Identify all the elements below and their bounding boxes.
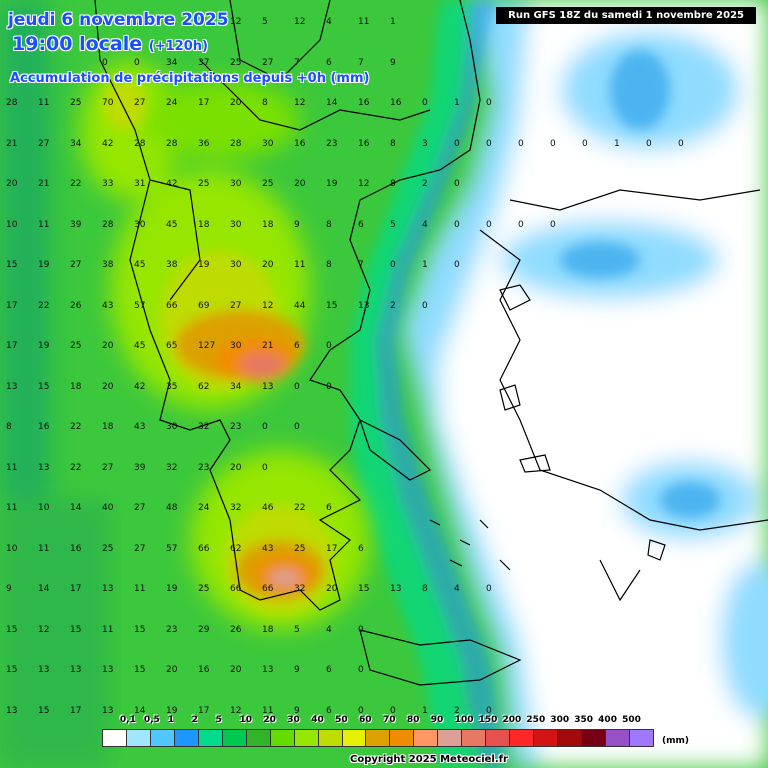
- legend-swatch: [126, 730, 151, 746]
- island-crete: [359, 629, 522, 686]
- legend-swatch: [606, 730, 630, 746]
- run-label: Run GFS 18Z du samedi 1 novembre 2025: [496, 7, 756, 24]
- legend-swatch: [582, 730, 607, 746]
- mainland-coast: [94, 0, 481, 611]
- legend-swatch: [390, 730, 415, 746]
- legend-tick-label: 500: [622, 715, 641, 725]
- forecast-date: jeudi 6 novembre 2025: [8, 10, 229, 30]
- legend-swatch: [103, 730, 127, 746]
- legend-swatch: [318, 730, 343, 746]
- legend-tick-label: 60: [359, 715, 372, 725]
- legend-swatch: [462, 730, 487, 746]
- legend-tick-label: 150: [478, 715, 498, 725]
- legend-tick-label: 70: [382, 715, 396, 725]
- legend-swatch: [270, 730, 295, 746]
- island-rhodes: [647, 539, 666, 561]
- island-lesbos: [499, 284, 531, 311]
- legend-swatch: [534, 730, 559, 746]
- legend-swatch: [438, 730, 463, 746]
- border-north: [199, 59, 431, 131]
- border-balkans: [229, 0, 331, 81]
- legend-tick-label: 0,1: [119, 715, 136, 725]
- dry-zone-white: [440, 0, 768, 768]
- legend-tick-label: 20: [263, 715, 276, 725]
- island-chios: [499, 384, 521, 411]
- forecast-time: 19:00 locale (+120h): [12, 33, 208, 55]
- legend-swatch: [150, 730, 175, 746]
- cyclades: [429, 519, 641, 602]
- legend-tick-label: 30: [287, 715, 300, 725]
- legend-tick-label: 0,5: [143, 715, 160, 725]
- legend-tick-label: 200: [502, 715, 522, 725]
- max-zone-pindus: [240, 353, 284, 377]
- legend-swatch: [294, 730, 319, 746]
- teal-band: [350, 0, 475, 768]
- island-samos: [519, 454, 551, 473]
- legend-tick-label: 10: [239, 715, 252, 725]
- coastal-band: [375, 0, 505, 768]
- max-zone-peloponnese: [269, 570, 301, 586]
- legend-tick-labels: 0,1 0,5 1 2 5 10 20 30 40 50 60 70 80 90 100 150 200 250 3…: [102, 715, 662, 729]
- legend-swatch: [629, 730, 653, 746]
- legend-swatch: [558, 730, 583, 746]
- legend-swatch: [198, 730, 223, 746]
- legend-swatch: [414, 730, 439, 746]
- legend-swatch: [366, 730, 391, 746]
- legend-tick-label: 100: [454, 715, 474, 725]
- map-subtitle: Accumulation de précipitations depuis +0…: [10, 71, 370, 86]
- sw-edge-green: [0, 500, 110, 768]
- legend-tick-label: 350: [574, 715, 594, 725]
- light-precip-east-edge: [720, 560, 768, 720]
- legend-swatch: [174, 730, 199, 746]
- legend-tick-label: 50: [335, 715, 348, 725]
- moderate-precip-ne: [610, 50, 670, 130]
- heavy-zone-north: [140, 80, 300, 160]
- moderate-precip-anatolia: [560, 242, 640, 278]
- coast-turkey: [479, 189, 768, 531]
- legend-tick-label: 300: [550, 715, 570, 725]
- forecast-time-label: 19:00 locale: [12, 33, 143, 55]
- legend-swatch: [342, 730, 367, 746]
- legend-tick-label: 40: [311, 715, 324, 725]
- legend-color-bar: [102, 729, 654, 747]
- border-albania: [149, 179, 201, 301]
- island-euboea: [358, 418, 432, 481]
- legend-swatch: [486, 730, 511, 746]
- copyright-text: Copyright 2025 Meteociel.fr: [350, 754, 508, 765]
- color-legend: 0,1 0,5 1 2 5 10 20 30 40 50 60 70 80 90 100 150 200 250 3…: [102, 715, 662, 747]
- legend-tick-label: 5: [215, 715, 222, 725]
- legend-tick-label: 80: [406, 715, 420, 725]
- legend-tick-label: 90: [430, 715, 444, 725]
- coastlines: [94, 0, 768, 686]
- legend-tick-label: 2: [191, 715, 198, 725]
- legend-swatch: [510, 730, 535, 746]
- legend-swatch: [246, 730, 271, 746]
- legend-unit: (mm): [662, 736, 689, 746]
- forecast-lead: (+120h): [148, 39, 208, 54]
- legend-tick-label: 1: [167, 715, 174, 725]
- legend-tick-label: 250: [526, 715, 546, 725]
- olive-zone-epirus: [103, 80, 147, 130]
- moderate-precip-dodecanese: [660, 482, 720, 518]
- legend-tick-label: 400: [598, 715, 617, 725]
- legend-swatch: [222, 730, 247, 746]
